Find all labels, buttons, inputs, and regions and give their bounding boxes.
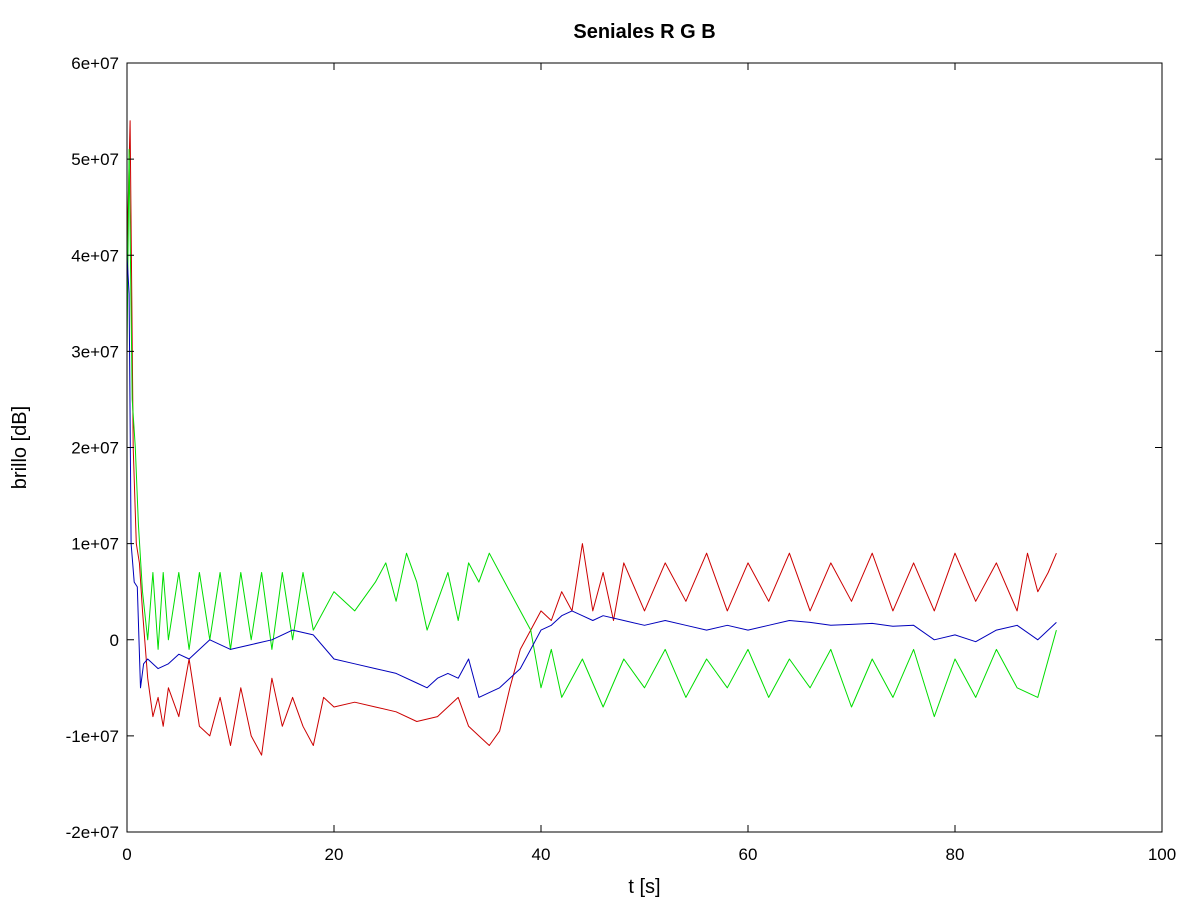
series-layer bbox=[127, 120, 1057, 756]
y-tick-label: 2e+07 bbox=[71, 439, 119, 458]
series-line-1 bbox=[127, 120, 1057, 756]
series-line-2 bbox=[127, 149, 1057, 718]
x-tick-label: 20 bbox=[325, 845, 344, 864]
y-tick-label: 0 bbox=[110, 631, 119, 650]
y-tick-label: 3e+07 bbox=[71, 342, 119, 361]
y-tick-label: -1e+07 bbox=[66, 727, 119, 746]
y-axis-label: brillo [dB] bbox=[9, 406, 31, 489]
y-tick-label: 5e+07 bbox=[71, 150, 119, 169]
y-tick-label: 6e+07 bbox=[71, 54, 119, 73]
x-tick-label: 0 bbox=[122, 845, 131, 864]
chart-title: Seniales R G B bbox=[573, 21, 715, 43]
y-tick-label: 1e+07 bbox=[71, 535, 119, 554]
series-line-3 bbox=[127, 255, 1057, 698]
x-tick-label: 40 bbox=[532, 845, 551, 864]
x-tick-label: 60 bbox=[739, 845, 758, 864]
y-tick-label: 4e+07 bbox=[71, 246, 119, 265]
ticks-layer: 0 20 40 60 80 100 -2e+07 -1e+07 0 1e+07 2e+07 3e+07… bbox=[66, 54, 1177, 864]
x-tick-label: 100 bbox=[1148, 845, 1176, 864]
x-tick-label: 80 bbox=[946, 845, 965, 864]
y-tick-label: -2e+07 bbox=[66, 823, 119, 842]
x-axis-label: t [s] bbox=[628, 876, 660, 898]
